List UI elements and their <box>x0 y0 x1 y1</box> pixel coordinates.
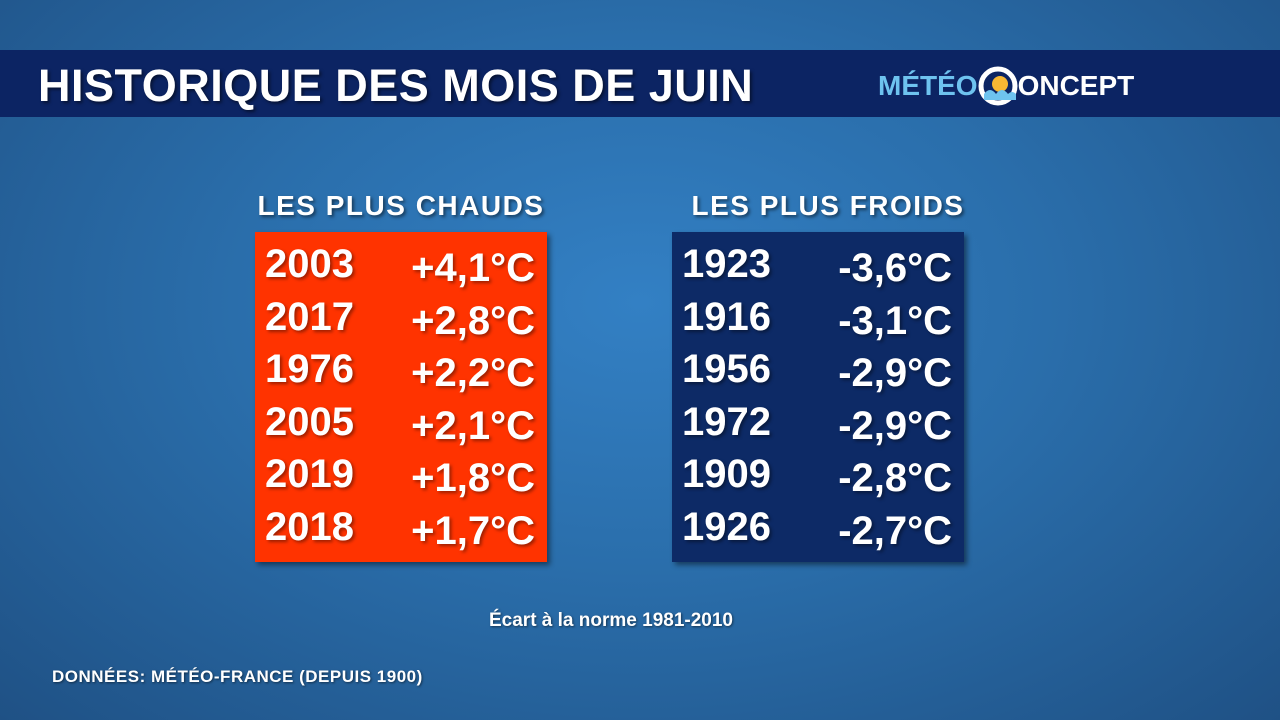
anomaly: -2,7°C <box>838 508 952 553</box>
table-row: 1909 -2,8°C <box>672 452 964 504</box>
year: 2003 <box>265 242 354 286</box>
table-heading: LES PLUS FROIDS <box>691 190 965 221</box>
table-row: 1956 -2,9°C <box>672 347 964 399</box>
table-row: 2018 +1,7°C <box>255 505 547 557</box>
table-row: 1926 -2,7°C <box>672 505 964 557</box>
year: 2019 <box>265 452 354 496</box>
table-row: 2005 +2,1°C <box>255 400 547 452</box>
year: 2018 <box>265 504 354 549</box>
table-row: 1972 -2,9°C <box>672 400 964 452</box>
year: 1909 <box>682 452 771 496</box>
header-bar <box>0 50 1280 117</box>
anomaly: +1,7°C <box>411 508 535 553</box>
anomaly: -2,9°C <box>838 403 952 448</box>
table-heading: LES PLUS CHAUDS <box>257 190 545 221</box>
anomaly: -2,9°C <box>838 351 952 395</box>
year: 2017 <box>265 294 354 339</box>
title: HISTORIQUE DES MOIS DE JUIN <box>38 60 754 111</box>
table-row: 1916 -3,1°C <box>672 295 964 347</box>
logo-text: ONCEPT <box>1017 70 1135 101</box>
year: 1956 <box>682 347 771 391</box>
year: 1976 <box>265 347 354 391</box>
table-row: 2017 +2,8°C <box>255 295 547 347</box>
anomaly: +2,1°C <box>411 403 535 448</box>
anomaly: +2,2°C <box>411 351 535 395</box>
anomaly: +1,8°C <box>411 456 535 500</box>
logo: MÉTÉO ONCEPT <box>878 66 1134 106</box>
anomaly: -2,8°C <box>838 456 952 500</box>
table-row: 1976 +2,2°C <box>255 347 547 399</box>
anomaly: +4,1°C <box>411 246 535 290</box>
cold-table: 1923 -3,6°C 1916 -3,1°C 1956 -2,9°C 1972 -2,9°C… <box>672 232 964 562</box>
year: 1972 <box>682 399 771 444</box>
year: 2005 <box>265 399 354 444</box>
source: DONNÉES: MÉTÉO-FRANCE (DEPUIS 1900) <box>52 667 423 686</box>
anomaly: -3,1°C <box>838 298 952 343</box>
table-row: 2019 +1,8°C <box>255 452 547 504</box>
table-row: 2003 +4,1°C <box>255 242 547 294</box>
table-row: 1923 -3,6°C <box>672 242 964 294</box>
note: Écart à la norme 1981-2010 <box>489 610 733 631</box>
year: 1926 <box>682 504 771 549</box>
logo-icon <box>978 66 1018 106</box>
year: 1916 <box>682 294 771 339</box>
hot-table: 2003 +4,1°C 2017 +2,8°C 1976 +2,2°C 2005 +2,1°C… <box>255 232 547 562</box>
logo-text: MÉTÉO <box>878 70 978 101</box>
year: 1923 <box>682 242 771 286</box>
anomaly: +2,8°C <box>411 298 535 343</box>
anomaly: -3,6°C <box>838 246 952 290</box>
